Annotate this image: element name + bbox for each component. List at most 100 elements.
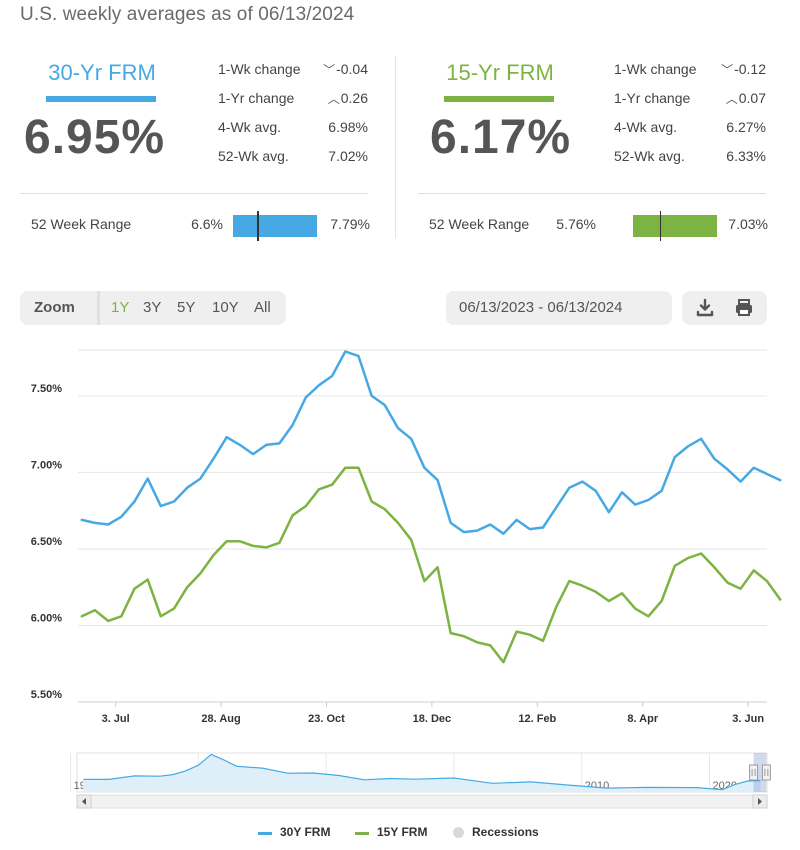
chart-legend: 30Y FRM 15Y FRM Recessions (0, 825, 800, 843)
stat-row: 1-Wk change ﹀-0.12 (614, 61, 766, 90)
navigator-handle-left[interactable] (749, 764, 759, 781)
series-15y-line (80, 466, 782, 664)
stat-label: 1-Yr change (218, 90, 295, 106)
product-name: 15-Yr FRM (446, 60, 554, 85)
range-high: 7.79% (330, 216, 370, 232)
stat-value-text: 0.26 (340, 90, 368, 106)
stat-value: 6.33% (726, 148, 766, 164)
navigator-area (83, 754, 761, 792)
zoom-label: Zoom (34, 299, 75, 316)
zoom-1y-button[interactable]: 1Y (111, 299, 130, 316)
stat-row: 4-Wk avg. 6.27% (614, 119, 766, 148)
stat-row: 1-Yr change ︿0.26 (218, 90, 368, 119)
handle-body (749, 764, 759, 781)
chevron-down-icon: ﹀ (323, 63, 336, 77)
range-high: 7.03% (728, 216, 768, 232)
navigator-scrollbar[interactable] (76, 794, 768, 809)
date-range-selector[interactable]: 06/13/2023 - 06/13/2024 (446, 291, 672, 325)
y-tick-label: 7.50% (31, 383, 62, 395)
page-subtitle: U.S. weekly averages as of 06/13/2024 (20, 4, 355, 25)
range-low: 5.76% (556, 216, 596, 232)
legend-label: 30Y FRM (280, 825, 331, 839)
stat-label: 1-Yr change (614, 90, 691, 106)
stat-value-text: -0.04 (336, 61, 368, 77)
x-tick-label: 18. Dec (413, 713, 452, 725)
navigator-selection (753, 753, 767, 792)
product-name: 30-Yr FRM (48, 60, 156, 85)
product-underline (444, 96, 554, 102)
x-tick-label: 23. Oct (308, 713, 345, 725)
navigator-line (83, 753, 761, 791)
zoom-group: Zoom 1Y 3Y 5Y 10Y All (20, 291, 286, 325)
stat-label: 52-Wk avg. (614, 148, 685, 164)
range-current-marker (659, 211, 662, 241)
legend-swatch-30y (258, 832, 272, 835)
zoom-all-button[interactable]: All (254, 299, 271, 316)
x-tick-label: 8. Apr (627, 713, 658, 725)
y-tick-label: 7.00% (31, 459, 62, 471)
zoom-5y-button[interactable]: 5Y (177, 299, 196, 316)
date-range-text: 06/13/2023 - 06/13/2024 (459, 299, 623, 316)
chevron-up-icon: ︿ (725, 92, 738, 106)
range-bar (633, 211, 717, 241)
y-tick-label: 6.00% (31, 612, 62, 624)
current-rate: 6.95% (24, 111, 166, 164)
zoom-10y-button[interactable]: 10Y (212, 299, 239, 316)
rate-history-chart[interactable]: 5.50% 6.00% 6.50% 7.00% 7.50% 3. Jul 28. Aug 23… (0, 340, 800, 735)
x-tick-label: 12. Feb (518, 713, 556, 725)
zoom-separator (97, 291, 100, 325)
stat-value: 6.98% (328, 119, 368, 135)
range-bar (233, 211, 317, 241)
stat-value: ﹀-0.12 (721, 61, 766, 78)
legend-label: 15Y FRM (377, 825, 428, 839)
x-tick-label: 3. Jul (102, 713, 130, 725)
stat-row: 1-Wk change ﹀-0.04 (218, 61, 368, 90)
download-icon[interactable] (693, 296, 717, 320)
x-tick-label: 3. Jun (732, 713, 764, 725)
chevron-down-icon: ﹀ (721, 63, 734, 77)
stat-value: 6.27% (726, 119, 766, 135)
stat-value-text: 0.07 (738, 90, 766, 106)
chevron-up-icon: ︿ (327, 92, 340, 106)
stats-list: 1-Wk change ﹀-0.04 1-Yr change ︿0.26 4-W… (218, 61, 368, 177)
chevron-left-icon (82, 798, 86, 805)
navigator-handle-right[interactable] (761, 764, 771, 781)
stat-label: 1-Wk change (614, 61, 697, 77)
range-separator (20, 193, 368, 194)
range-separator (418, 193, 766, 194)
range-low: 6.6% (191, 216, 223, 232)
plot-area (78, 350, 767, 702)
stat-value-text: -0.12 (734, 61, 766, 77)
stat-row: 52-Wk avg. 7.02% (218, 148, 368, 177)
x-tick-label: 28. Aug (201, 713, 240, 725)
current-rate: 6.17% (430, 111, 572, 164)
chart-actions (682, 291, 767, 325)
y-tick-label: 5.50% (31, 689, 62, 701)
stats-list: 1-Wk change ﹀-0.12 1-Yr change ︿0.07 4-W… (614, 61, 766, 177)
legend-swatch-15y (355, 832, 369, 835)
product-underline (46, 96, 156, 102)
chevron-right-icon (758, 798, 762, 805)
handle-body (761, 764, 771, 781)
series-30y-line (80, 350, 782, 535)
stat-label: 4-Wk avg. (218, 119, 282, 135)
print-icon[interactable] (732, 296, 756, 320)
frm30-panel: 30-Yr FRM 6.95% 1-Wk change ﹀-0.04 1-Yr … (20, 56, 370, 246)
panel-divider (395, 56, 396, 238)
stat-row: 52-Wk avg. 6.33% (614, 148, 766, 177)
stat-row: 1-Yr change ︿0.07 (614, 90, 766, 119)
stat-value: ﹀-0.04 (323, 61, 368, 78)
range-navigator[interactable]: 197019801990200020102020 (0, 745, 800, 813)
scrollbar-track (76, 794, 768, 809)
range-label: 52 Week Range (429, 216, 530, 232)
frm15-panel: 15-Yr FRM 6.17% 1-Wk change ﹀-0.12 1-Yr … (418, 56, 768, 246)
range-current-marker (257, 211, 259, 241)
stat-value: ︿0.07 (726, 90, 766, 107)
stat-row: 4-Wk avg. 6.98% (218, 119, 368, 148)
stat-label: 52-Wk avg. (218, 148, 289, 164)
zoom-3y-button[interactable]: 3Y (143, 299, 162, 316)
stat-value: ︿0.26 (328, 90, 368, 107)
y-tick-label: 6.50% (31, 536, 62, 548)
legend-label: Recessions (472, 825, 539, 839)
stat-value: 7.02% (328, 148, 368, 164)
